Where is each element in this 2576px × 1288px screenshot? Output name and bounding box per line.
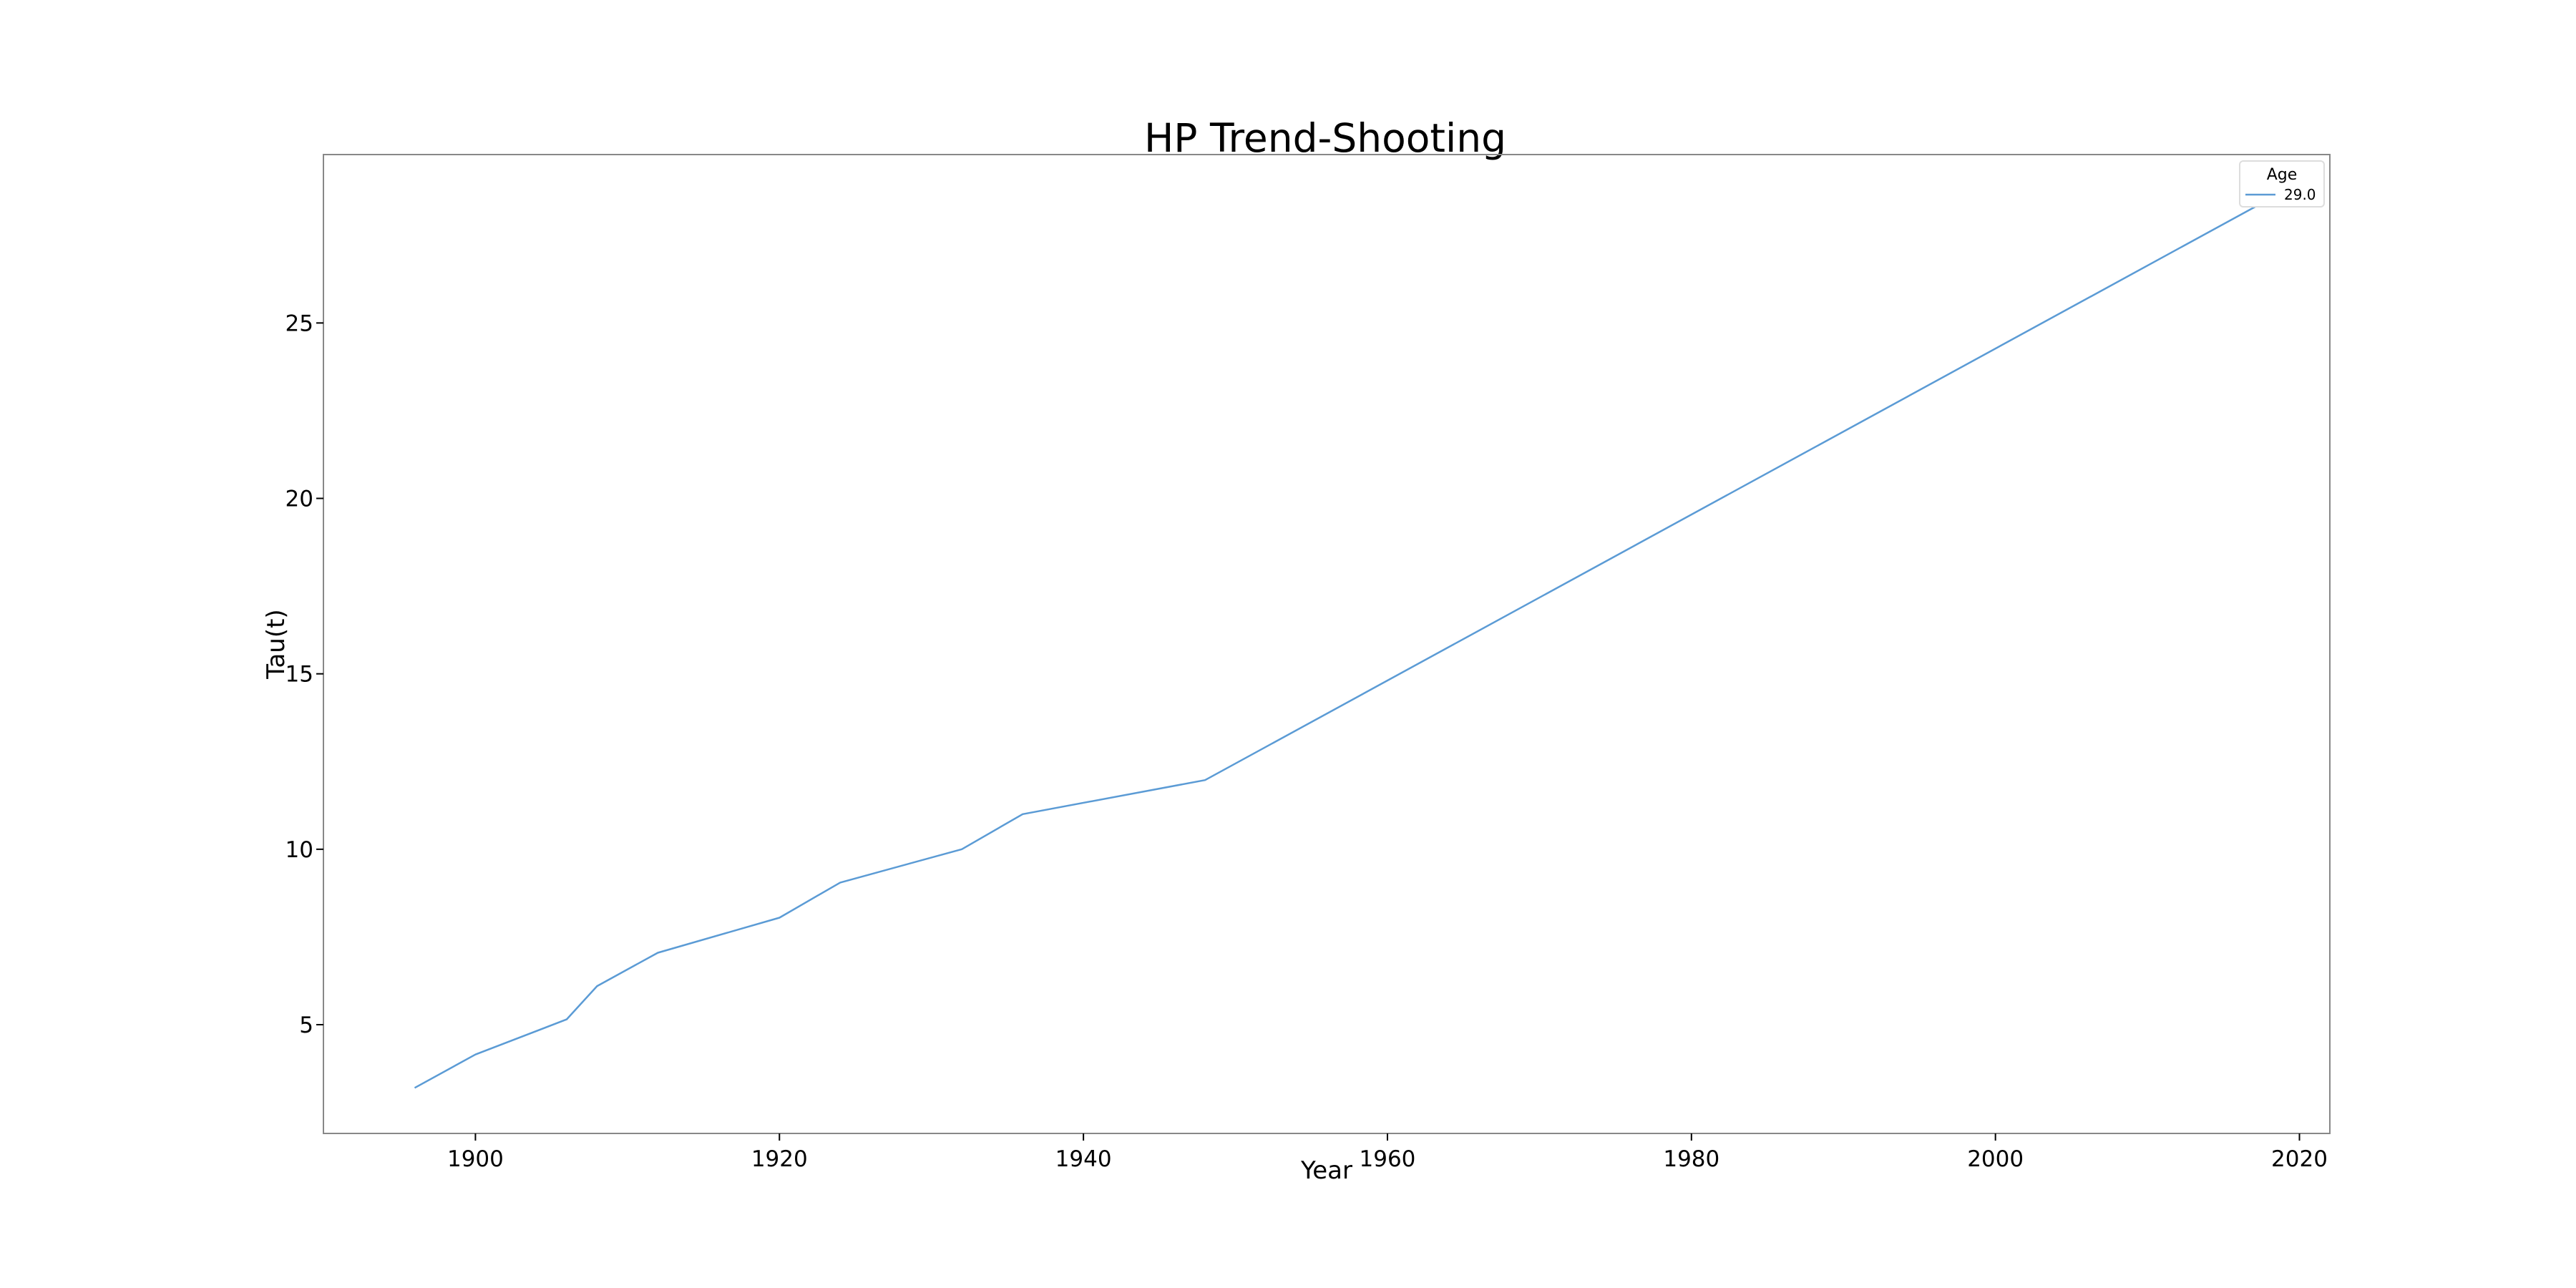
x-tick-label: 1980 bbox=[1663, 1146, 1719, 1172]
plot-frame bbox=[323, 154, 2331, 1134]
x-tick-label: 1940 bbox=[1055, 1146, 1112, 1172]
x-tick-label: 1920 bbox=[751, 1146, 808, 1172]
legend-title: Age bbox=[2267, 166, 2298, 184]
plot-area bbox=[323, 154, 2331, 1134]
x-tick-label: 1900 bbox=[447, 1146, 504, 1172]
series-line-age-29.0 bbox=[414, 182, 2301, 1089]
x-axis-ticks: 1900 1920 1940 1960 1980 2000 2020 bbox=[447, 1133, 2328, 1172]
chart-title: HP Trend-Shooting bbox=[1144, 115, 1506, 161]
y-axis-ticks: 5 10 15 20 25 bbox=[286, 311, 323, 1038]
y-tick-label: 10 bbox=[286, 837, 313, 863]
y-axis-label: Tau(t) bbox=[262, 609, 291, 679]
y-tick-label: 5 bbox=[299, 1013, 313, 1038]
y-tick-label: 25 bbox=[286, 311, 313, 336]
x-tick-label: 2020 bbox=[2271, 1146, 2328, 1172]
x-tick-label: 1960 bbox=[1360, 1146, 1416, 1172]
legend: Age 29.0 bbox=[2239, 160, 2325, 208]
x-axis-label: Year bbox=[1300, 1156, 1352, 1185]
x-tick-label: 2000 bbox=[1967, 1146, 2024, 1172]
legend-label: 29.0 bbox=[2284, 186, 2316, 203]
series-layer bbox=[414, 182, 2301, 1089]
y-tick-label: 20 bbox=[286, 487, 313, 512]
y-tick-label: 15 bbox=[286, 662, 313, 688]
